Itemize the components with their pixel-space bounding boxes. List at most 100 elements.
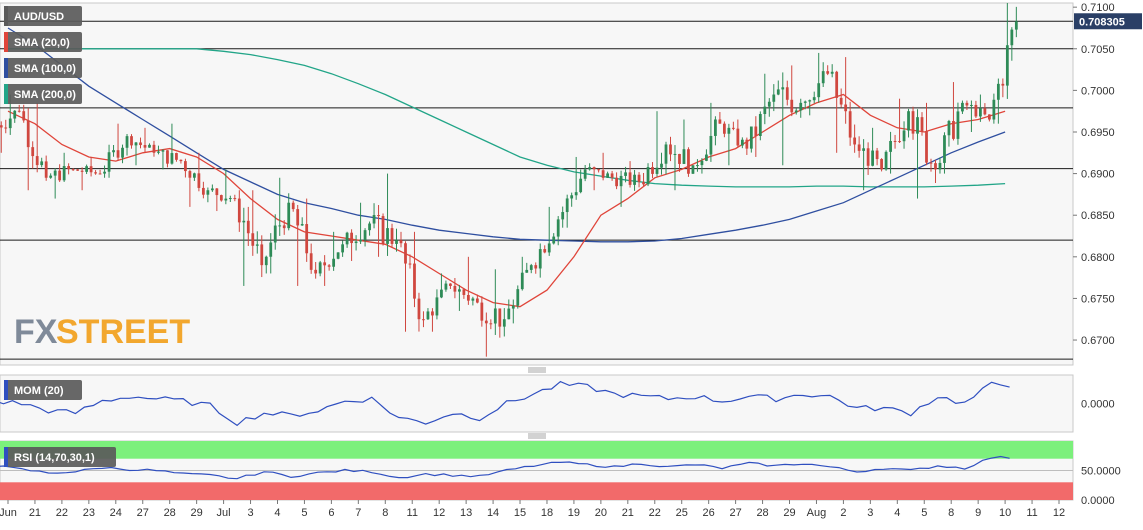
candle-bearish — [475, 298, 479, 303]
price-axis-label: 0.6750 — [1081, 293, 1115, 305]
time-axis-label: 24 — [110, 507, 122, 519]
candle-bearish — [853, 137, 857, 145]
candle-bullish — [794, 110, 798, 113]
candle-bullish — [714, 119, 717, 136]
time-axis-label: 21 — [622, 507, 634, 519]
candle-bearish — [543, 249, 547, 253]
candle-bullish — [386, 228, 389, 244]
time-axis-label: 26 — [703, 507, 715, 519]
candle-bearish — [484, 320, 488, 324]
watermark-street: STREET — [56, 313, 190, 351]
candle-bullish — [354, 241, 358, 244]
candle-bullish — [552, 236, 556, 244]
candle-bullish — [767, 101, 771, 107]
candle-bearish — [785, 87, 789, 100]
time-axis-label: 22 — [649, 507, 661, 519]
candle-bullish — [884, 151, 888, 170]
time-axis-label: 8 — [948, 507, 954, 519]
sma-20-line — [7, 93, 1006, 308]
candle-bullish — [53, 170, 57, 176]
candle-bullish — [799, 102, 803, 111]
candle-bullish — [664, 144, 668, 164]
candle-bullish — [889, 140, 892, 152]
momentum-panel — [0, 374, 1074, 433]
candle-bearish — [94, 172, 97, 174]
candle-bearish — [718, 119, 722, 124]
time-axis-label: 3 — [247, 507, 253, 519]
candle-bearish — [1001, 83, 1005, 86]
candle-bearish — [413, 263, 416, 299]
candle-bearish — [754, 126, 758, 136]
rsi-axis-label: 50.0000 — [1081, 466, 1121, 478]
candle-bearish — [26, 120, 30, 148]
candle-bullish — [961, 102, 964, 112]
candle-bullish — [830, 71, 834, 74]
time-axis-label: 29 — [191, 507, 203, 519]
legend-label: RSI (14,70,30,1) — [14, 452, 95, 464]
candle-bullish — [193, 173, 196, 178]
candle-bullish — [812, 97, 816, 101]
candle-bullish — [902, 130, 906, 142]
candle-bearish — [422, 319, 425, 321]
candle-bearish — [965, 102, 969, 106]
time-axis-label: 20 — [595, 507, 607, 519]
candle-bearish — [215, 188, 219, 196]
candle-bullish — [556, 219, 560, 237]
time-axis-label: 10 — [999, 507, 1011, 519]
candle-bullish — [112, 150, 115, 153]
time-axis-label: 8 — [382, 507, 388, 519]
candle-bullish — [956, 111, 960, 139]
time-axis-label: Jul — [217, 507, 231, 519]
candle-bearish — [175, 153, 178, 160]
candle-bearish — [323, 262, 327, 266]
candle-bearish — [925, 131, 928, 163]
price-axis-label: 0.7100 — [1081, 2, 1115, 14]
candle-bullish — [359, 240, 362, 242]
candle-bullish — [709, 135, 713, 155]
candle-bearish — [498, 308, 502, 327]
candle-bullish — [1014, 21, 1018, 30]
legend-item: SMA (100,0) — [4, 58, 82, 78]
candle-bullish — [696, 165, 699, 167]
candle-bullish — [224, 198, 228, 201]
price-axis-label: 0.7050 — [1081, 44, 1115, 56]
candle-bullish — [763, 106, 767, 115]
candle-bullish — [862, 148, 866, 151]
candle-bullish — [583, 169, 587, 179]
legend-item: SMA (200,0) — [4, 84, 82, 104]
candle-bullish — [682, 149, 686, 164]
time-axis-label: 12 — [1053, 507, 1065, 519]
rsi-axis-label: 0.0000 — [1081, 495, 1115, 507]
candle-bearish — [166, 150, 169, 164]
candle-bearish — [835, 71, 839, 98]
candle-bearish — [642, 181, 645, 185]
candle-bearish — [233, 198, 237, 200]
candle-bullish — [938, 162, 942, 170]
candle-bullish — [520, 272, 524, 290]
time-axis-label: 3 — [867, 507, 873, 519]
candle-bullish — [444, 283, 448, 290]
candle-bearish — [920, 117, 924, 132]
candle-bearish — [651, 167, 654, 174]
candle-bearish — [839, 97, 843, 105]
time-axis-label: 28 — [164, 507, 176, 519]
candle-bearish — [58, 170, 62, 181]
legend-label: SMA (100,0) — [14, 63, 76, 75]
legend-color-swatch — [4, 380, 8, 400]
candle-bullish — [538, 249, 542, 269]
candle-bearish — [305, 224, 309, 254]
candle-bearish — [983, 108, 987, 115]
candle-bullish — [561, 212, 565, 220]
candle-bearish — [844, 104, 848, 112]
candle-bullish — [161, 150, 165, 152]
candle-bullish — [996, 83, 1000, 100]
legend-item: AUD/USD — [4, 6, 82, 26]
legend-label: SMA (20,0) — [14, 37, 70, 49]
candle-bearish — [453, 285, 457, 292]
candle-bearish — [628, 172, 632, 185]
candle-bearish — [327, 265, 331, 267]
candle-bullish — [588, 167, 592, 170]
candle-bullish — [125, 136, 129, 148]
candle-bearish — [197, 173, 201, 188]
candle-bullish — [395, 240, 398, 244]
